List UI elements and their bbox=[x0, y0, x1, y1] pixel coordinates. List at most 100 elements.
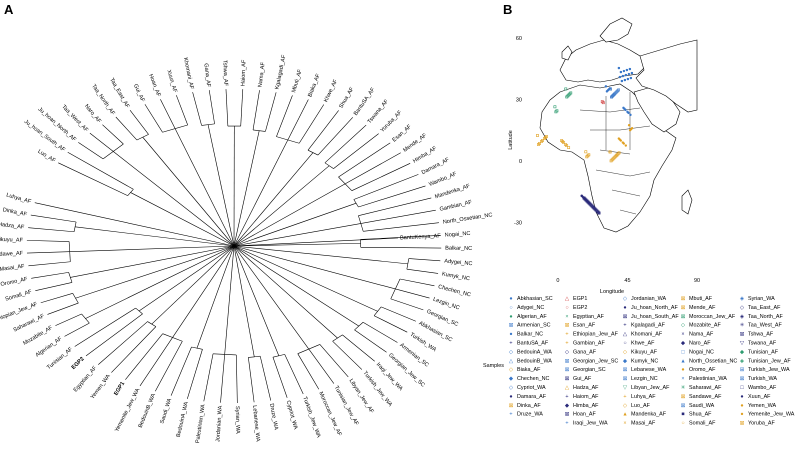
legend-item-label: Nogai_NC bbox=[689, 349, 714, 355]
legend-item-label: Turkish_Jew_WA bbox=[748, 367, 790, 373]
legend-item-label: Masai_AF bbox=[631, 421, 656, 427]
legend-item-label: Jordanian_WA bbox=[631, 296, 667, 302]
legend-symbol-icon: ◆ bbox=[623, 358, 627, 364]
tree-leaf-label: Shua_AF bbox=[338, 86, 355, 110]
legend-symbol-icon: ◇ bbox=[681, 323, 685, 329]
sample-point bbox=[623, 107, 626, 111]
legend-item-label: Haiom_AF bbox=[573, 394, 599, 400]
sample-point bbox=[626, 110, 629, 114]
legend-symbol-icon: ● bbox=[509, 332, 512, 338]
legend-item-label: Georgian_Jew_SC bbox=[573, 358, 618, 364]
sample-point bbox=[617, 88, 620, 92]
legend-symbol-icon: ⊠ bbox=[623, 314, 628, 320]
legend-item-label: Saudi_WA bbox=[689, 403, 715, 409]
sample-point bbox=[580, 194, 583, 198]
legend-item-label: Naro_AF bbox=[689, 341, 711, 347]
sample-point bbox=[618, 75, 622, 79]
tree-leaf-label: Lezgin_NC bbox=[432, 297, 460, 312]
legend-item-label: Libyan_Jew_AF bbox=[631, 385, 670, 391]
legend-item-label: Gana_AF bbox=[573, 349, 597, 355]
legend-symbol-icon: + bbox=[565, 341, 568, 347]
tree-leaf-label: North_Ossetian_NC bbox=[442, 212, 492, 225]
sample-point bbox=[536, 134, 539, 137]
tree-leaf-label: Khomani_AF bbox=[182, 57, 194, 90]
legend-symbol-icon: ■ bbox=[681, 412, 684, 418]
legend-item-label: Balkar_NC bbox=[517, 332, 543, 338]
legend-symbol-icon: ⊠ bbox=[565, 358, 570, 364]
tree-leaf-label: Haiom_AF bbox=[240, 59, 247, 86]
tree-leaf-label: Jordanian_WA bbox=[215, 405, 223, 442]
tree-leaf-label: Hoan_AF bbox=[147, 73, 161, 98]
tree-leaf-label: Xuun_AF bbox=[165, 69, 177, 94]
map-y-tick: 0 bbox=[519, 159, 522, 165]
tree-leaf-label: Biaka_AF bbox=[307, 73, 322, 98]
legend-item-label: Algerian_AF bbox=[517, 314, 547, 320]
legend-item-label: Luhya_AF bbox=[631, 394, 656, 400]
legend-item-label: Armenian_SC bbox=[517, 323, 551, 329]
tree-leaf-label: Balkar_NC bbox=[445, 246, 472, 252]
sample-point bbox=[624, 144, 628, 147]
legend-symbol-icon: ⊠ bbox=[681, 403, 686, 409]
phylogenetic-tree: Luo_AFJu_hoan_South_AFJu_hoan_North_AFTa… bbox=[0, 54, 493, 444]
legend-item-label: Khwe_AF bbox=[631, 341, 655, 347]
tree-leaf-label: Esan_AF bbox=[392, 123, 414, 143]
legend-symbol-icon: ○ bbox=[623, 341, 626, 347]
sample-point bbox=[567, 146, 571, 149]
legend-item-label: Ethiopian_Jew_AF bbox=[573, 332, 619, 338]
tree-leaf-label: Gui_AF bbox=[132, 83, 146, 103]
tree-leaf-label: EGP2 bbox=[71, 356, 86, 371]
map-y-tick: 30 bbox=[516, 98, 522, 104]
legend-symbol-icon: ● bbox=[740, 403, 743, 409]
legend-item-label: Mbuti_AF bbox=[689, 296, 713, 302]
legend-item-label: Dinka_AF bbox=[517, 403, 541, 409]
legend-symbol-icon: ✳ bbox=[740, 323, 745, 329]
legend-item-label: Xuun_AF bbox=[748, 394, 771, 400]
sample-point bbox=[625, 68, 629, 72]
legend-symbol-icon: + bbox=[509, 341, 512, 347]
legend-item-label: Shua_AF bbox=[689, 412, 712, 418]
tree-leaf-label: Adygei_NC bbox=[444, 259, 473, 268]
legend-item-label: Tunisian_Jew_AF bbox=[748, 358, 791, 364]
sample-point bbox=[627, 72, 631, 76]
sample-point bbox=[555, 109, 559, 113]
legend-item-label: Biaka_AF bbox=[517, 367, 541, 373]
tree-leaf-label: EGP1 bbox=[113, 381, 126, 397]
sample-point bbox=[613, 92, 616, 96]
legend-symbol-icon: ⊠ bbox=[681, 394, 686, 400]
tree-leaf-label: Taa_East_AF bbox=[108, 77, 130, 110]
sample-point bbox=[624, 73, 628, 77]
legend-symbol-icon: ◆ bbox=[740, 349, 744, 355]
legend-symbol-icon: ◈ bbox=[740, 358, 744, 364]
map-x-tick: 0 bbox=[556, 278, 559, 284]
tree-leaf-label: Lebanese_WA bbox=[251, 405, 261, 442]
tree-leaf-label: Mende_AF bbox=[402, 132, 428, 153]
tree-leaf-label: Mbuti_AF bbox=[291, 68, 304, 93]
legend-symbol-icon: ✳ bbox=[681, 385, 686, 391]
tree-leaf-label: Kumyk_NC bbox=[441, 271, 470, 282]
legend-symbol-icon: ⊠ bbox=[623, 367, 628, 373]
tree-root-label: BantuKenya_AF bbox=[400, 233, 442, 241]
sample-point bbox=[564, 143, 568, 146]
sample-point bbox=[585, 199, 588, 203]
legend-item-label: EGP2 bbox=[573, 305, 587, 311]
legend-symbol-icon: + bbox=[623, 323, 626, 329]
tree-leaf-label: Saudi_WA bbox=[160, 397, 174, 424]
tree-leaf-label: Yoruba_AF bbox=[380, 109, 404, 133]
tree-leaf-label: Sandawe_AF bbox=[0, 251, 24, 259]
legend-symbol-icon: △ bbox=[509, 358, 513, 364]
legend-item-label: Egyptian_AF bbox=[573, 314, 605, 320]
legend-symbol-icon: △ bbox=[623, 332, 627, 338]
sample-point bbox=[617, 66, 621, 70]
map-x-label: Longitude bbox=[600, 289, 624, 295]
legend-symbol-icon: ● bbox=[740, 412, 743, 418]
tree-leaf-label: Naro_AF bbox=[83, 103, 102, 125]
legend-symbol-icon: + bbox=[565, 332, 568, 338]
legend-item-label: Mozabite_AF bbox=[689, 323, 721, 329]
sample-point bbox=[630, 127, 634, 130]
legend-symbol-icon: ◇ bbox=[509, 385, 513, 391]
legend-symbol-icon: ⊠ bbox=[565, 323, 570, 329]
sample-point bbox=[561, 140, 565, 143]
legend-item-label: BedouinA_WA bbox=[517, 349, 552, 355]
legend-symbol-icon: ▲ bbox=[680, 358, 685, 364]
tree-leaf-label: BedouinB_WA bbox=[138, 393, 157, 429]
